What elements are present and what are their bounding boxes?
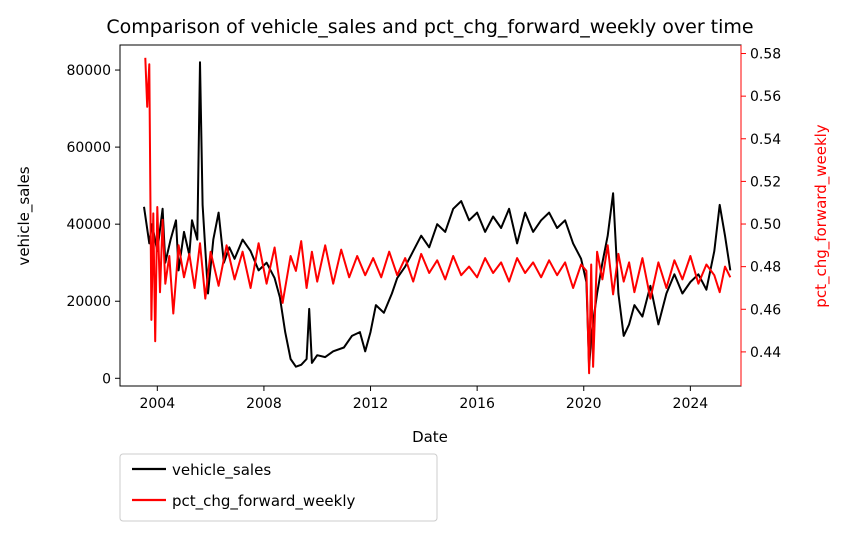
chart-title: Comparison of vehicle_sales and pct_chg_… <box>106 16 753 38</box>
right-y-tick-label: 0.44 <box>750 345 781 361</box>
legend-label-vehicle-sales: vehicle_sales <box>172 461 271 480</box>
right-y-tick-label: 0.58 <box>750 47 781 63</box>
right-y-tick-label: 0.50 <box>750 217 781 233</box>
left-y-tick-label: 40000 <box>66 217 111 233</box>
series-line-pct-chg-forward-weekly <box>144 57 732 375</box>
right-y-axis-label: pct_chg_forward_weekly <box>812 124 831 308</box>
right-y-tick-label: 0.56 <box>750 89 781 105</box>
left-y-axis-label: vehicle_sales <box>15 166 34 265</box>
right-y-tick-label: 0.46 <box>750 302 781 318</box>
x-axis-label: Date <box>412 428 448 446</box>
left-y-tick-label: 60000 <box>66 140 111 156</box>
right-y-axis-ticks: 0.44 0.46 0.48 0.50 0.52 0.54 0.56 0.58 <box>741 47 781 361</box>
legend: vehicle_sales pct_chg_forward_weekly <box>119 453 438 522</box>
x-tick-label: 2004 <box>139 396 175 412</box>
legend-label-pct-chg: pct_chg_forward_weekly <box>172 492 356 511</box>
right-y-tick-label: 0.52 <box>750 174 781 190</box>
series-line-vehicle-sales <box>143 61 732 368</box>
right-y-tick-label: 0.54 <box>750 132 781 148</box>
x-tick-label: 2008 <box>246 396 282 412</box>
plot-area <box>143 57 732 375</box>
right-y-tick-label: 0.48 <box>750 260 781 276</box>
left-y-axis-ticks: 0 20000 40000 60000 80000 <box>66 63 120 387</box>
legend-box <box>119 453 438 522</box>
x-axis-ticks: 2004 2008 2012 2016 2020 2024 <box>139 386 708 412</box>
x-tick-label: 2024 <box>673 396 709 412</box>
left-y-tick-label: 0 <box>102 371 111 387</box>
x-tick-label: 2012 <box>353 396 389 412</box>
left-y-tick-label: 20000 <box>66 294 111 310</box>
x-tick-label: 2016 <box>459 396 495 412</box>
plot-frame <box>119 44 742 387</box>
vehicle-sales-series <box>143 61 732 368</box>
x-tick-label: 2020 <box>566 396 602 412</box>
left-y-tick-label: 80000 <box>66 63 111 79</box>
pct-chg-forward-weekly-series <box>144 57 732 375</box>
